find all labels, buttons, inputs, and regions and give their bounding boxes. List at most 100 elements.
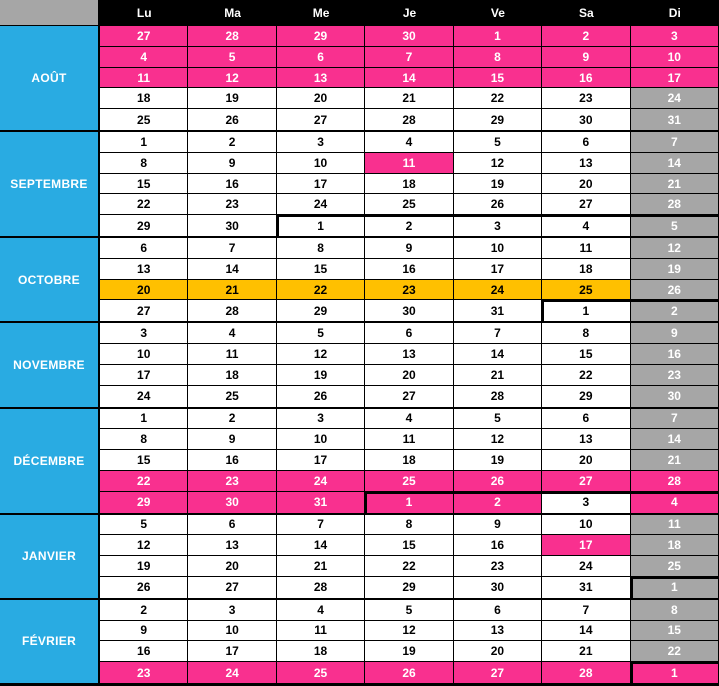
day-cell: 2: [453, 491, 543, 513]
day-cell: 9: [542, 46, 631, 68]
day-cell: 5: [630, 215, 719, 237]
day-cell: 7: [453, 323, 543, 345]
day-cell: 25: [276, 662, 366, 683]
day-cell: 1: [630, 662, 719, 683]
weekday-header-di: Di: [630, 0, 719, 25]
day-cell: 19: [276, 364, 366, 386]
day-cell: 27: [542, 194, 631, 216]
day-cell: 3: [276, 408, 366, 430]
day-cell: 29: [100, 491, 189, 513]
day-cell: 6: [365, 323, 454, 345]
day-cell: 14: [453, 344, 543, 365]
day-cell: 25: [100, 109, 189, 131]
day-cell: 11: [542, 238, 631, 259]
day-cell: 6: [542, 132, 631, 153]
day-cell: 16: [100, 641, 189, 663]
day-cell: 22: [365, 556, 454, 577]
day-cell: 29: [100, 215, 189, 237]
day-cell: 27: [188, 576, 277, 598]
day-cell: 5: [365, 599, 454, 621]
day-cell: 25: [630, 556, 719, 577]
weekday-header-me: Me: [276, 0, 366, 25]
day-cell: 23: [542, 88, 631, 110]
day-cell: 9: [453, 514, 543, 536]
day-cell: 12: [630, 238, 719, 259]
day-cell: 31: [542, 576, 631, 598]
day-cell: 5: [276, 323, 366, 345]
day-cell: 29: [453, 109, 543, 131]
day-cell: 7: [276, 514, 366, 536]
day-cell: 10: [630, 46, 719, 68]
day-cell: 21: [542, 641, 631, 663]
day-cell: 13: [542, 429, 631, 451]
day-cell: 1: [542, 300, 631, 322]
day-cell: 7: [630, 408, 719, 430]
day-cell: 24: [453, 279, 543, 301]
day-cell: 14: [365, 67, 454, 89]
day-cell: 15: [542, 344, 631, 365]
day-cell: 6: [100, 238, 189, 259]
day-cell: 15: [453, 67, 543, 89]
day-cell: 12: [276, 344, 366, 365]
day-cell: 2: [630, 300, 719, 322]
day-cell: 25: [365, 470, 454, 492]
day-cell: 11: [630, 514, 719, 536]
day-cell: 5: [453, 408, 543, 430]
day-cell: 15: [100, 173, 189, 195]
day-cell: 12: [365, 620, 454, 642]
day-cell: 9: [365, 238, 454, 259]
month-label-septembre: SEPTEMBRE: [0, 132, 100, 237]
day-cell: 2: [542, 26, 631, 47]
day-cell: 26: [276, 385, 366, 407]
month-block-novembre: NOVEMBRE 3 4 5 6 7 8 9 10 11 12 13 14 15 16 17 18 19 20 21 2…: [0, 321, 719, 407]
day-cell: 15: [630, 620, 719, 642]
weekday-header-je: Je: [365, 0, 454, 25]
month-label-fevrier: FÉVRIER: [0, 599, 100, 683]
day-cell: 22: [453, 88, 543, 110]
day-cell: 15: [100, 450, 189, 471]
day-cell: 2: [100, 599, 189, 621]
day-cell: 16: [188, 173, 277, 195]
day-cell: 24: [630, 88, 719, 110]
day-cell: 28: [188, 300, 277, 322]
day-cell: 16: [453, 535, 543, 557]
day-cell: 17: [276, 173, 366, 195]
day-cell: 8: [100, 429, 189, 451]
day-cell: 6: [542, 408, 631, 430]
day-cell: 16: [630, 344, 719, 365]
day-cell: 31: [276, 491, 366, 513]
day-cell: 3: [542, 491, 631, 513]
day-cell: 13: [365, 344, 454, 365]
corner-cell: [0, 0, 100, 25]
day-cell: 17: [100, 364, 189, 386]
day-cell: 4: [188, 323, 277, 345]
day-cell: 8: [630, 599, 719, 621]
day-cell: 28: [276, 576, 366, 598]
day-cell: 20: [100, 279, 189, 301]
day-cell: 28: [542, 662, 631, 683]
month-label-janvier: JANVIER: [0, 514, 100, 598]
weekday-header-sa: Sa: [542, 0, 631, 25]
day-cell: 13: [100, 258, 189, 280]
day-cell: 10: [188, 620, 277, 642]
day-cell: 23: [188, 194, 277, 216]
day-cell: 11: [100, 67, 189, 89]
day-cell: 15: [365, 535, 454, 557]
day-cell: 23: [100, 662, 189, 683]
day-cell: 9: [630, 323, 719, 345]
day-cell: 25: [365, 194, 454, 216]
day-cell: 26: [100, 576, 189, 598]
day-cell: 27: [100, 300, 189, 322]
day-cell: 10: [453, 238, 543, 259]
day-cell: 17: [630, 67, 719, 89]
day-cell: 20: [188, 556, 277, 577]
day-cell: 11: [188, 344, 277, 365]
day-cell: 2: [188, 408, 277, 430]
day-cell: 23: [630, 364, 719, 386]
day-cell: 4: [542, 215, 631, 237]
day-cell: 19: [453, 173, 543, 195]
day-cell: 17: [542, 535, 631, 557]
day-cell: 24: [188, 662, 277, 683]
day-cell: 24: [276, 194, 366, 216]
